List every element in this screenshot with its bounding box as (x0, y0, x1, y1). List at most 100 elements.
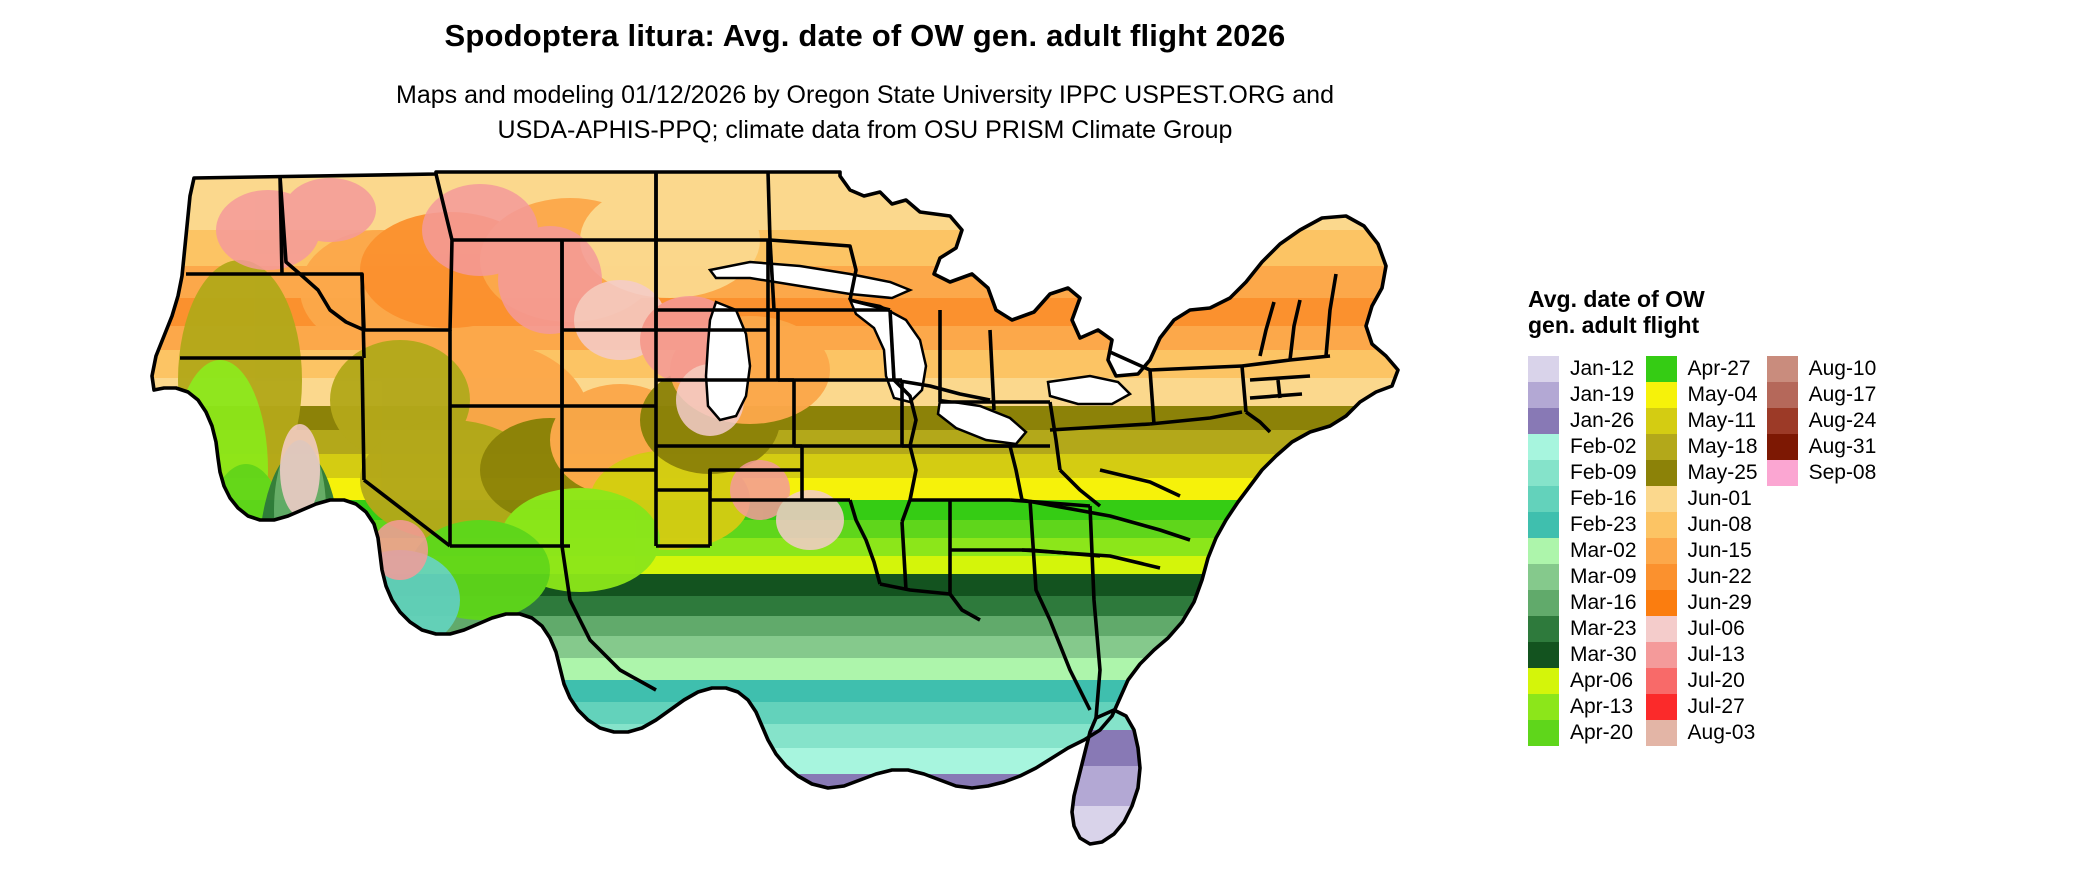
legend-title: Avg. date of OW gen. adult flight (1528, 286, 1705, 338)
legend-item-label: Apr-13 (1570, 695, 1634, 718)
subtitle-line-1: Maps and modeling 01/12/2026 by Oregon S… (396, 81, 1334, 109)
legend-color-swatch (1528, 382, 1559, 408)
legend-item-label: May-04 (1687, 383, 1758, 406)
legend-item[interactable]: Aug-17 (1766, 382, 1877, 408)
legend-item-label: Jun-29 (1687, 591, 1752, 614)
legend-columns: Jan-12 Jan-19 Jan-26 Feb-02 Feb-09 Feb-16 Feb-… (1528, 356, 2073, 746)
legend-color-swatch (1528, 564, 1559, 590)
legend-item[interactable]: Jan-19 (1528, 382, 1637, 408)
map-figure (150, 170, 1510, 880)
legend-item-label: Aug-17 (1808, 383, 1877, 406)
legend-item[interactable]: Jul-20 (1645, 668, 1758, 694)
legend-item[interactable]: Sep-08 (1766, 460, 1877, 486)
map-legend: Avg. date of OW gen. adult flight Jan-12… (1528, 286, 2073, 746)
legend-item[interactable]: Aug-10 (1766, 356, 1877, 382)
legend-item[interactable]: Feb-23 (1528, 512, 1637, 538)
legend-item[interactable]: Mar-16 (1528, 590, 1637, 616)
legend-item[interactable]: Jun-29 (1645, 590, 1758, 616)
legend-item[interactable]: Jul-06 (1645, 616, 1758, 642)
legend-item-label: Apr-06 (1570, 669, 1634, 692)
legend-item-label: May-11 (1687, 409, 1757, 432)
legend-item-label: Feb-02 (1570, 435, 1637, 458)
legend-item[interactable]: May-25 (1645, 460, 1758, 486)
legend-item[interactable]: Jul-13 (1645, 642, 1758, 668)
state-borders (150, 170, 1400, 846)
legend-item-label: Jul-13 (1687, 643, 1745, 666)
legend-item-label: Jan-12 (1570, 357, 1635, 380)
legend-item-label: Jan-26 (1570, 409, 1635, 432)
legend-item-label: Jun-22 (1687, 565, 1752, 588)
legend-item-label: Jul-27 (1687, 695, 1745, 718)
legend-item-label: Aug-03 (1687, 721, 1756, 744)
legend-color-swatch (1645, 434, 1677, 460)
legend-color-swatch (1766, 382, 1798, 408)
legend-item-label: Jun-15 (1687, 539, 1752, 562)
legend-item[interactable]: Aug-03 (1645, 720, 1758, 746)
legend-item-label: Jul-20 (1687, 669, 1745, 692)
legend-color-swatch (1528, 590, 1559, 616)
legend-color-swatch (1528, 512, 1559, 538)
legend-color-swatch (1528, 616, 1559, 642)
legend-color-swatch (1528, 408, 1559, 434)
legend-item[interactable]: Apr-27 (1645, 356, 1758, 382)
legend-item-label: Aug-24 (1808, 409, 1877, 432)
legend-item-label: Jun-01 (1687, 487, 1752, 510)
legend-item[interactable]: Jun-22 (1645, 564, 1758, 590)
legend-item[interactable]: Apr-20 (1528, 720, 1637, 746)
legend-item[interactable]: Apr-06 (1528, 668, 1637, 694)
legend-item[interactable]: Aug-24 (1766, 408, 1877, 434)
legend-column-2: Apr-27 May-04 May-11 May-18 May-25 Jun-01 Jun-… (1645, 356, 1758, 746)
legend-item[interactable]: Jan-26 (1528, 408, 1637, 434)
legend-color-swatch (1645, 486, 1677, 512)
legend-item-label: Mar-09 (1570, 565, 1637, 588)
usa-choropleth-map (150, 170, 1400, 846)
legend-item-label: Feb-09 (1570, 461, 1637, 484)
legend-color-swatch (1645, 538, 1677, 564)
legend-item[interactable]: Jul-27 (1645, 694, 1758, 720)
legend-item[interactable]: Apr-13 (1528, 694, 1637, 720)
legend-item-label: Mar-30 (1570, 643, 1637, 666)
legend-item[interactable]: Jun-15 (1645, 538, 1758, 564)
legend-item[interactable]: Jan-12 (1528, 356, 1637, 382)
legend-item[interactable]: May-04 (1645, 382, 1758, 408)
legend-item[interactable]: Feb-09 (1528, 460, 1637, 486)
legend-color-swatch (1645, 564, 1677, 590)
legend-item[interactable]: Mar-09 (1528, 564, 1637, 590)
legend-color-swatch (1766, 356, 1798, 382)
legend-item[interactable]: Aug-31 (1766, 434, 1877, 460)
legend-item[interactable]: Mar-30 (1528, 642, 1637, 668)
legend-column-3: Aug-10 Aug-17 Aug-24 Aug-31 Sep-08 (1766, 356, 1877, 486)
legend-item-label: Aug-10 (1808, 357, 1877, 380)
legend-color-swatch (1645, 642, 1677, 668)
legend-item[interactable]: Jun-01 (1645, 486, 1758, 512)
legend-item[interactable]: May-18 (1645, 434, 1758, 460)
legend-item[interactable]: Feb-02 (1528, 434, 1637, 460)
legend-column-1: Jan-12 Jan-19 Jan-26 Feb-02 Feb-09 Feb-16 Feb-… (1528, 356, 1637, 746)
legend-color-swatch (1528, 668, 1559, 694)
legend-color-swatch (1645, 512, 1677, 538)
legend-item-label: Feb-16 (1570, 487, 1637, 510)
page-subtitle: Maps and modeling 01/12/2026 by Oregon S… (0, 78, 1730, 148)
legend-color-swatch (1528, 538, 1559, 564)
legend-color-swatch (1528, 694, 1559, 720)
legend-item[interactable]: Feb-16 (1528, 486, 1637, 512)
legend-color-swatch (1766, 408, 1798, 434)
legend-color-swatch (1645, 408, 1677, 434)
legend-item-label: Apr-20 (1570, 721, 1634, 744)
legend-item-label: Jan-19 (1570, 383, 1635, 406)
legend-color-swatch (1528, 460, 1559, 486)
legend-item[interactable]: Mar-02 (1528, 538, 1637, 564)
legend-item-label: Mar-16 (1570, 591, 1637, 614)
legend-color-swatch (1645, 356, 1677, 382)
legend-item-label: Aug-31 (1808, 435, 1877, 458)
legend-color-swatch (1766, 460, 1798, 486)
legend-item[interactable]: Mar-23 (1528, 616, 1637, 642)
legend-color-swatch (1528, 434, 1559, 460)
legend-color-swatch (1528, 642, 1559, 668)
legend-item-label: Sep-08 (1808, 461, 1877, 484)
legend-item-label: Feb-23 (1570, 513, 1637, 536)
legend-color-swatch (1528, 356, 1559, 382)
legend-item[interactable]: Jun-08 (1645, 512, 1758, 538)
legend-item[interactable]: May-11 (1645, 408, 1758, 434)
legend-color-swatch (1528, 486, 1559, 512)
